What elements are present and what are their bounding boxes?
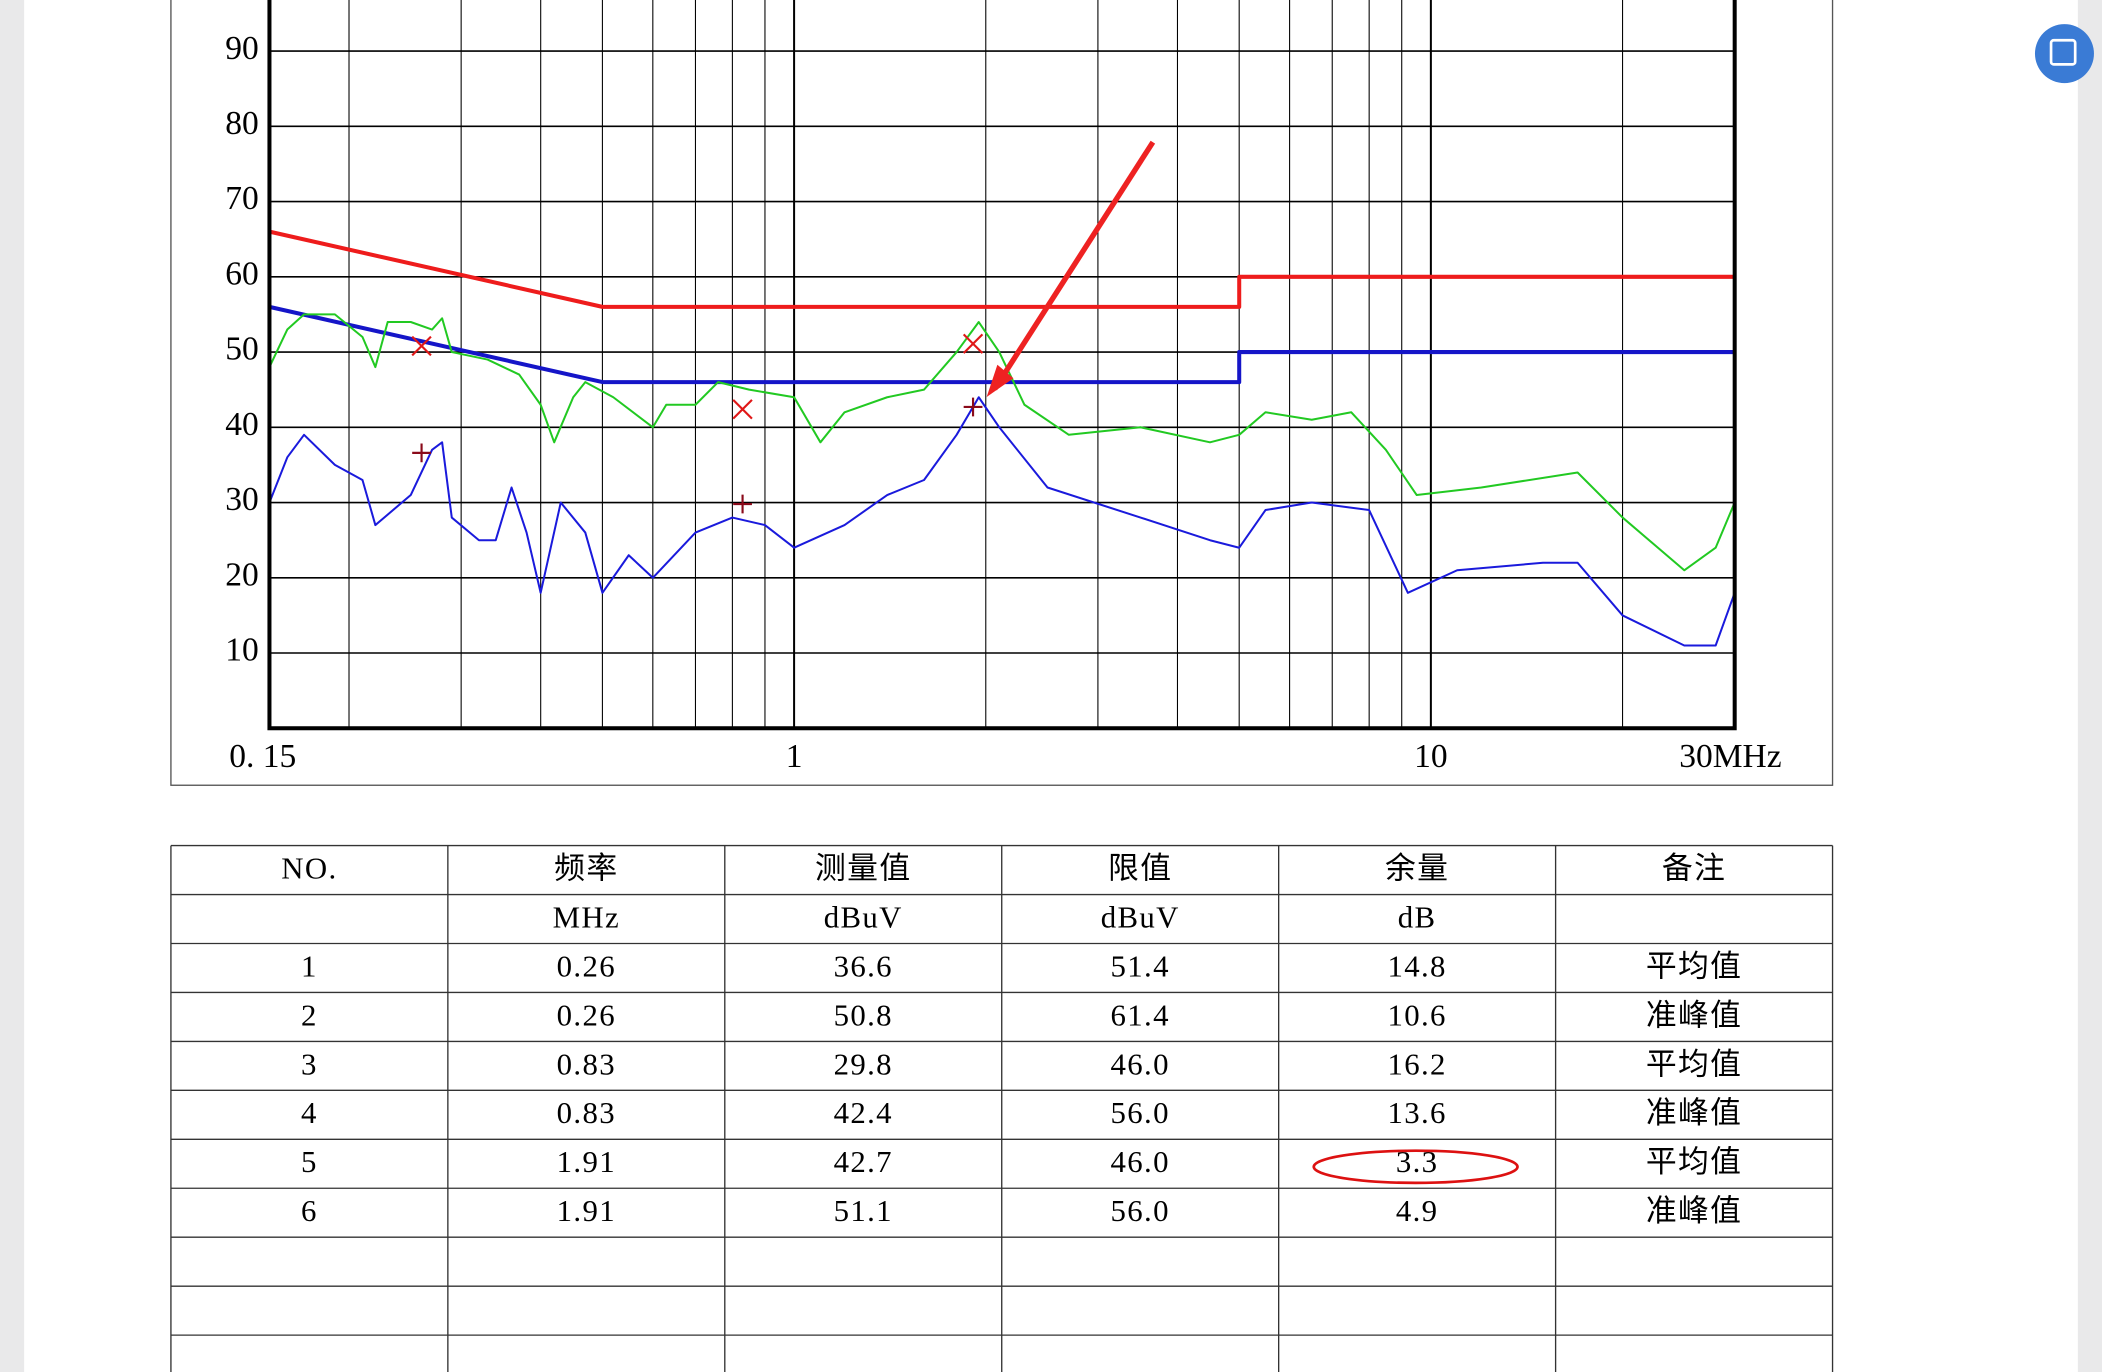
table-cell: 51.1	[834, 1194, 893, 1228]
table-cell: 准峰值	[1646, 998, 1742, 1032]
series-line	[269, 313, 1735, 572]
table-cell: 2	[301, 998, 318, 1032]
table-cell: 1	[301, 949, 318, 983]
table-cell: dBuV	[824, 900, 903, 934]
table-cell: NO.	[281, 851, 337, 885]
button-icon	[2049, 38, 2077, 66]
y-tick-label: 60	[225, 255, 259, 292]
y-tick-label: 10	[225, 632, 259, 669]
plot-area	[269, 229, 1735, 647]
result-table: NO. 频率 测量值 限值 余量 备注 MHz dBuV dBuV dB 1 0.26 36.6 51.4…	[170, 844, 1834, 1372]
marker	[732, 399, 753, 420]
table-cell: 平均值	[1646, 1047, 1742, 1081]
marker	[962, 333, 984, 354]
table-cell: 余量	[1385, 851, 1449, 885]
marker	[411, 335, 432, 357]
table-cell: 限值	[1108, 851, 1172, 885]
table-cell: 46.0	[1111, 1145, 1170, 1179]
series-line	[269, 304, 1735, 385]
table-cell: 4.9	[1396, 1194, 1439, 1228]
highlight-ellipse	[1312, 1149, 1519, 1185]
table-cell: 0.83	[557, 1096, 616, 1130]
document-page	[24, 0, 2078, 1372]
y-tick-label: 20	[225, 556, 259, 593]
table-cell: 平均值	[1646, 949, 1742, 983]
y-tick-label: 40	[225, 406, 259, 443]
table-cell: 13.6	[1387, 1096, 1446, 1130]
table-cell: 56.0	[1111, 1096, 1170, 1130]
table-cell: 16.2	[1387, 1047, 1446, 1081]
table-cell: 0.26	[557, 998, 616, 1032]
arrow-head	[986, 364, 1014, 397]
x-tick-label: 1	[786, 738, 803, 775]
viewer-button[interactable]	[2034, 24, 2094, 84]
table-cell: 1.91	[557, 1194, 616, 1228]
series-line	[269, 229, 1735, 309]
table-cell: 10.6	[1387, 998, 1446, 1032]
table-cell: 6	[301, 1194, 318, 1228]
table-cell: 51.4	[1111, 949, 1170, 983]
table-cell: 准峰值	[1646, 1096, 1742, 1130]
table-cell: 29.8	[834, 1047, 893, 1081]
annotation-arrow	[992, 140, 1156, 391]
x-tick-label: 30MHz	[1679, 738, 1781, 775]
x-tick-label: 10	[1414, 738, 1448, 775]
x-tick-label: 0. 15	[229, 738, 296, 775]
table-cell: 50.8	[834, 998, 893, 1032]
table-cell: 42.4	[834, 1096, 893, 1130]
series-line	[269, 396, 1735, 647]
chart-frame	[170, 0, 1834, 786]
table-cell: 46.0	[1111, 1047, 1170, 1081]
table-cell: 准峰值	[1646, 1194, 1742, 1228]
table-cell: 5	[301, 1145, 318, 1179]
table-cell: dBuV	[1101, 900, 1180, 934]
table-cell: dB	[1398, 900, 1437, 934]
table-cell: 频率	[554, 851, 618, 885]
table-cell: 61.4	[1111, 998, 1170, 1032]
table-cell: 14.8	[1387, 949, 1446, 983]
y-tick-label: 70	[225, 180, 259, 217]
plot-border	[267, 0, 1737, 731]
table-cell: 测量值	[815, 851, 911, 885]
table-cell: 36.6	[834, 949, 893, 983]
marker	[412, 443, 431, 463]
marker	[733, 494, 752, 514]
table-cell: 备注	[1662, 851, 1726, 885]
y-tick-label: 30	[225, 481, 259, 518]
table-cell: 3	[301, 1047, 318, 1081]
table-cell: 56.0	[1111, 1194, 1170, 1228]
y-tick-label: 90	[225, 30, 259, 67]
table-cell: 1.91	[557, 1145, 616, 1179]
table-cell: 平均值	[1646, 1145, 1742, 1179]
marker	[963, 397, 983, 417]
y-tick-label: 50	[225, 331, 259, 368]
table-cell: 0.26	[557, 949, 616, 983]
table-cell: 4	[301, 1096, 318, 1130]
table-cell: 0.83	[557, 1047, 616, 1081]
table-cell: 42.7	[834, 1145, 893, 1179]
table-cell: MHz	[553, 900, 620, 934]
y-tick-label: 80	[225, 105, 259, 142]
